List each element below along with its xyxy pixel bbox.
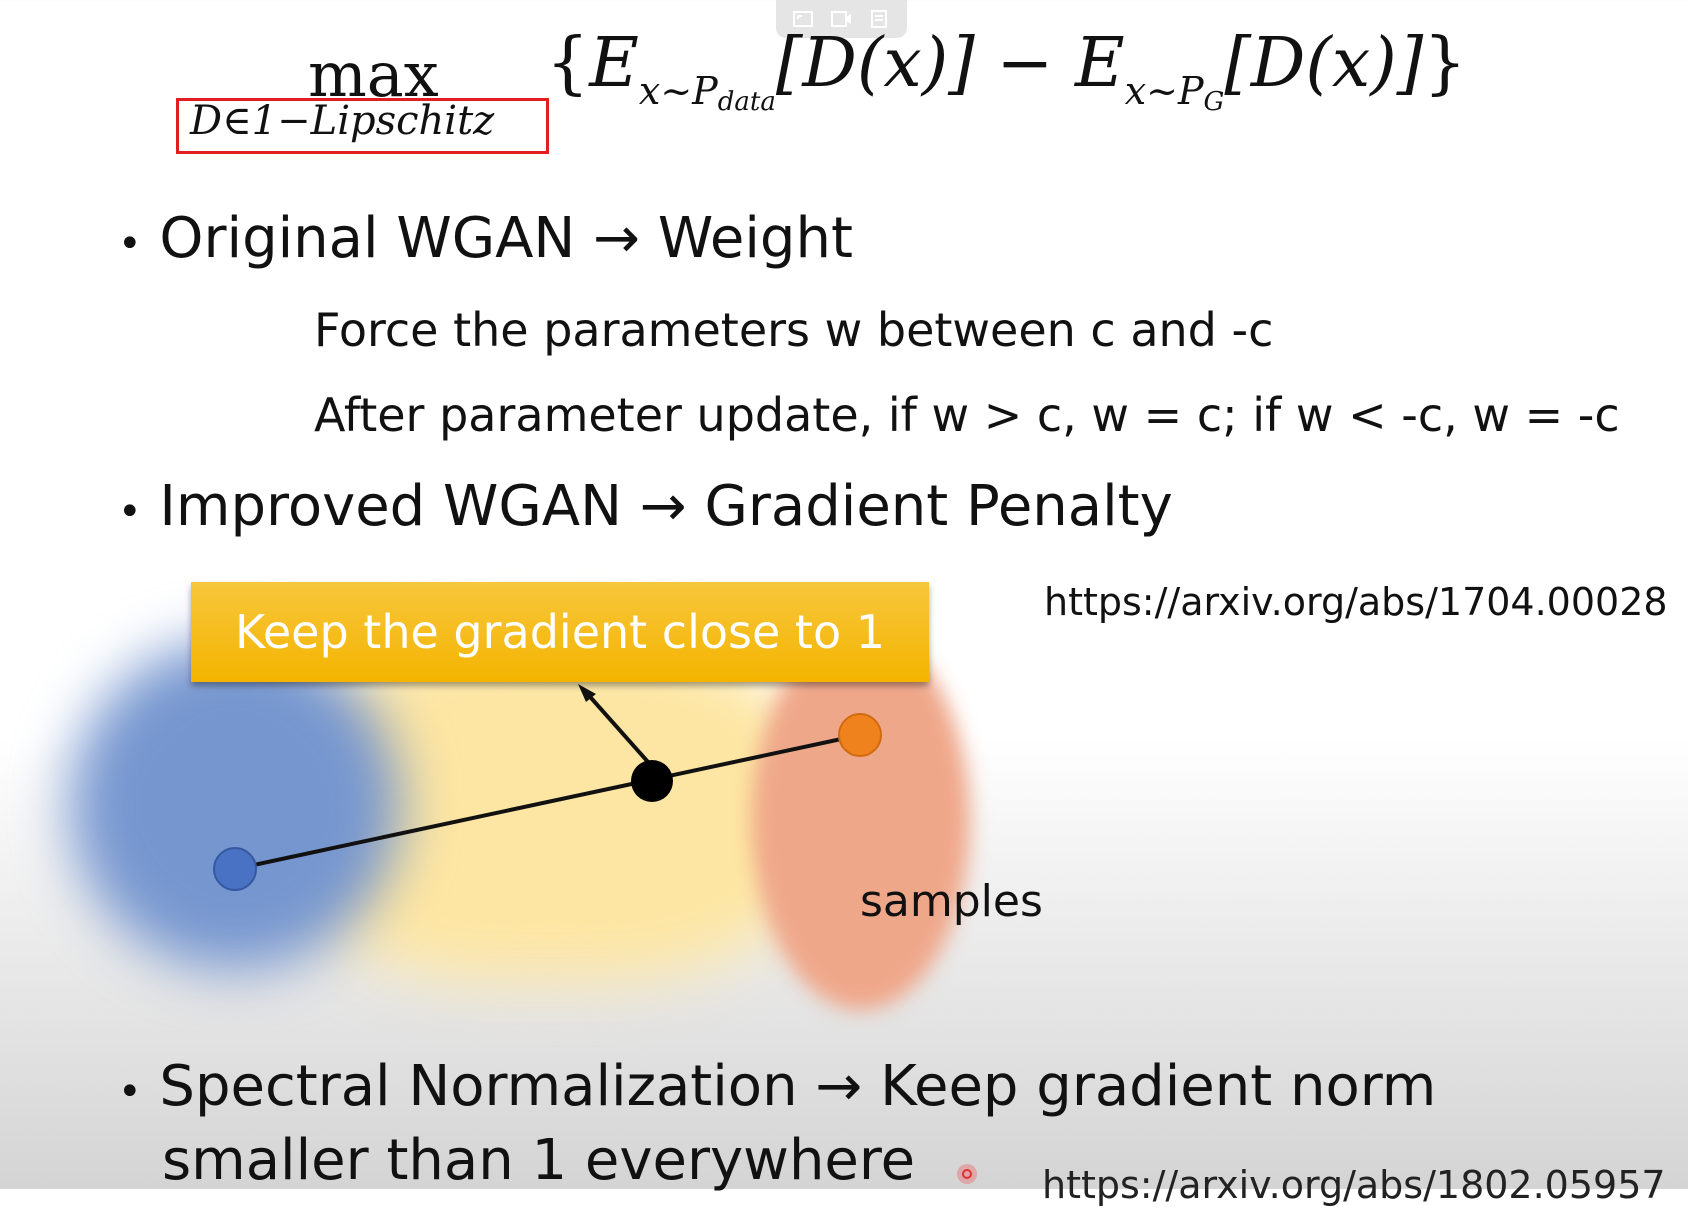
notes-icon[interactable]: [869, 9, 891, 29]
formula-term1: [D(x)] −: [775, 24, 1076, 103]
constraint-highlight-box: [176, 98, 549, 154]
formula-E2: E: [1075, 24, 1125, 103]
generated-sample-point: [838, 713, 882, 757]
gradient-arrowhead: [578, 684, 596, 702]
video-toolbar: [776, 0, 907, 38]
formula-open-brace: {: [546, 24, 590, 103]
interpolation-line: [234, 733, 861, 871]
gradient-arrow: [582, 688, 650, 764]
fullscreen-icon[interactable]: [792, 9, 814, 29]
paper-link-gradient-penalty[interactable]: https://arxiv.org/abs/1704.00028: [1044, 580, 1668, 624]
laser-pointer-icon: [957, 1164, 977, 1184]
bullet-spectral-normalization: • Spectral Normalization → Keep gradient…: [118, 1054, 1437, 1119]
gradient-callout: Keep the gradient close to 1: [191, 582, 929, 682]
formula-sub1: x~Pdata: [638, 69, 776, 117]
samples-label: samples: [860, 876, 1043, 927]
formula-main: {Ex~Pdata[D(x)] − Ex~PG[D(x)]}: [546, 30, 1467, 117]
formula-sub2: x~PG: [1124, 69, 1225, 117]
formula-constraint: D∈1−Lipschitz: [190, 98, 495, 144]
bullet-spectral-normalization-cont: smaller than 1 everywhere: [162, 1128, 916, 1193]
video-icon[interactable]: [830, 9, 852, 29]
formula-close-brace: }: [1423, 24, 1467, 103]
formula-term2: [D(x)]: [1224, 24, 1424, 103]
real-sample-point: [213, 847, 257, 891]
real-data-distribution: [70, 640, 400, 970]
generated-data-distribution: [752, 630, 970, 1010]
sub-bullet-force-params: Force the parameters w between c and -c: [314, 303, 1274, 357]
sub-bullet-update-rule: After parameter update, if w > c, w = c;…: [314, 388, 1620, 442]
bullet-original-wgan: • Original WGAN → Weight: [118, 206, 853, 271]
paper-link-spectral-normalization[interactable]: https://arxiv.org/abs/1802.05957: [1042, 1163, 1666, 1207]
interpolated-sample-point: [631, 760, 673, 802]
formula-E1: E: [589, 24, 639, 103]
bullet-improved-wgan: • Improved WGAN → Gradient Penalty: [118, 474, 1173, 539]
